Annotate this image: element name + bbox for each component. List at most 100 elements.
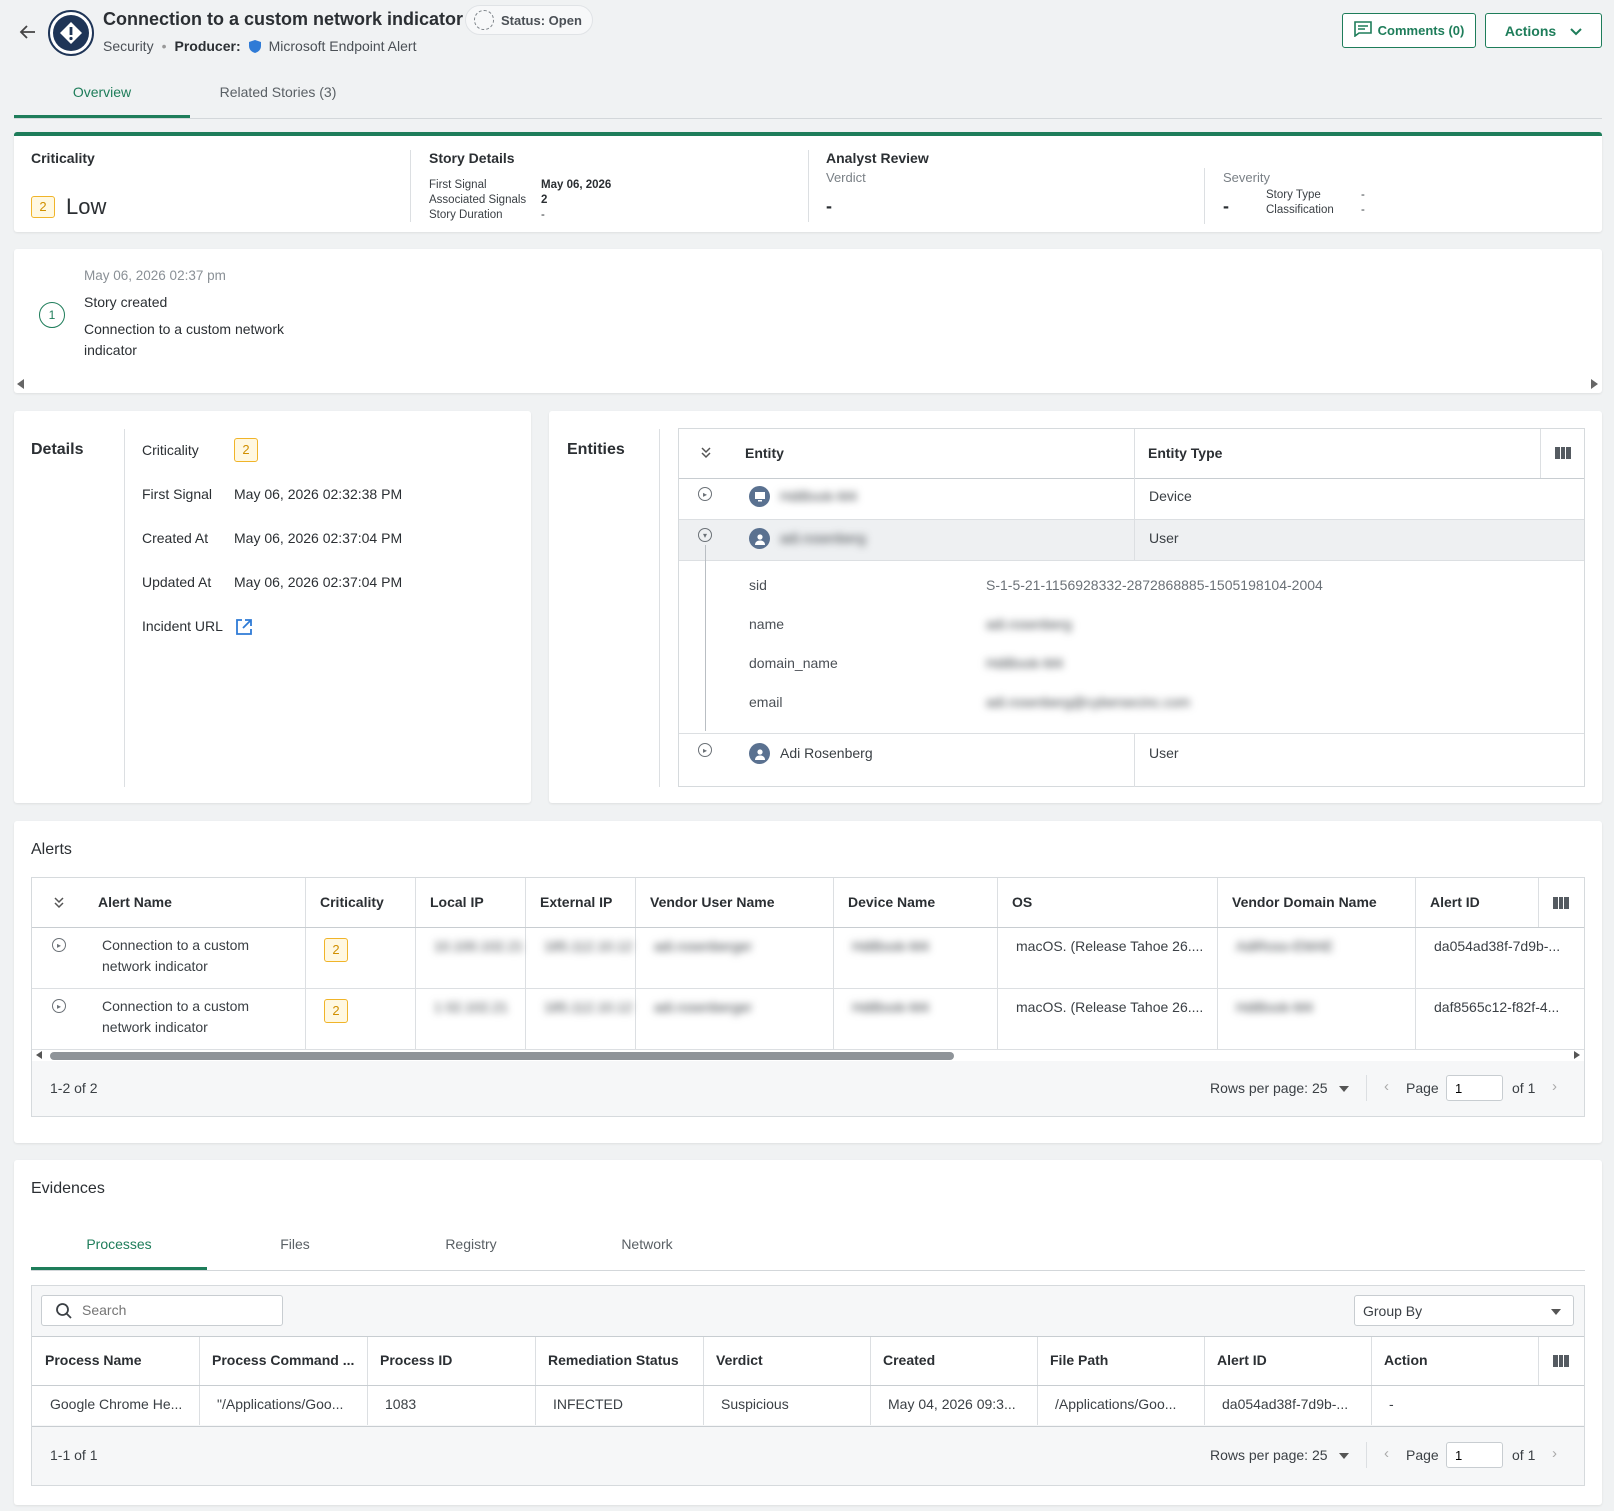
page-input[interactable]	[1446, 1075, 1503, 1101]
attr-key: domain_name	[749, 655, 838, 671]
search-box[interactable]	[41, 1295, 283, 1326]
comments-button[interactable]: Comments (0)	[1342, 13, 1476, 48]
back-arrow-icon[interactable]	[18, 22, 38, 42]
entity-type: User	[1149, 530, 1179, 546]
shield-icon	[248, 39, 261, 53]
rows-per-page[interactable]: Rows per page: 25	[1210, 1080, 1328, 1096]
evidences-table: Group By Process Name Process Command ..…	[31, 1285, 1585, 1486]
scroll-left-icon[interactable]	[17, 379, 24, 389]
os: macOS. (Release Tahoe 26....	[1016, 999, 1204, 1015]
col-divider	[703, 1337, 704, 1425]
columns-icon[interactable]	[1555, 447, 1572, 459]
col-alert-id[interactable]: Alert ID	[1430, 894, 1480, 910]
col-criticality[interactable]: Criticality	[320, 894, 384, 910]
col-os[interactable]: OS	[1012, 894, 1033, 910]
entity-type: Device	[1149, 488, 1192, 504]
device-name: HdiBook-M4	[852, 999, 930, 1015]
collapse-all-icon[interactable]	[699, 445, 713, 459]
of-pages-label: of 1	[1512, 1080, 1536, 1096]
tab-overview-indicator	[14, 115, 190, 118]
alert-name[interactable]: Connection to a custom network indicator	[102, 935, 249, 977]
tab-network[interactable]: Network	[621, 1236, 673, 1252]
next-page-icon[interactable]: ›	[1552, 1078, 1557, 1095]
tab-related-stories[interactable]: Related Stories (3)	[219, 84, 337, 100]
columns-icon[interactable]	[1553, 1355, 1570, 1367]
tab-files[interactable]: Files	[280, 1236, 310, 1252]
vendor-user-name: adi.rosenberger	[654, 938, 753, 954]
next-page-icon[interactable]: ›	[1552, 1445, 1557, 1462]
col-created[interactable]: Created	[883, 1352, 936, 1368]
col-external-ip[interactable]: External IP	[540, 894, 613, 910]
prev-page-icon[interactable]: ‹	[1384, 1078, 1389, 1095]
col-action[interactable]: Action	[1384, 1352, 1428, 1368]
col-file-path[interactable]: File Path	[1050, 1352, 1109, 1368]
criticality-badge: 2	[31, 196, 55, 218]
caret-down-icon[interactable]	[1339, 1453, 1349, 1459]
col-entity[interactable]: Entity	[745, 445, 784, 461]
group-by-select[interactable]: Group By	[1354, 1295, 1574, 1326]
search-input[interactable]	[82, 1302, 272, 1318]
created-at-label: Created At	[142, 530, 209, 546]
external-ip: 185.112.10.12	[544, 999, 632, 1015]
col-divider	[1415, 878, 1416, 1049]
col-process-command[interactable]: Process Command ...	[212, 1352, 355, 1368]
attr-key: name	[749, 616, 785, 632]
expand-row-icon[interactable]: ▸	[698, 743, 712, 757]
attr-value: adi.rosenberg@cybersecinc.com	[986, 694, 1191, 710]
page-label: Page	[1406, 1447, 1439, 1463]
col-local-ip[interactable]: Local IP	[430, 894, 484, 910]
severity-label: Severity	[1223, 170, 1270, 185]
collapse-all-icon[interactable]	[52, 895, 66, 909]
entity-type: User	[1149, 745, 1179, 761]
vendor-domain-name: AdiRoso-EMAE	[1236, 938, 1334, 954]
page-input[interactable]	[1446, 1442, 1503, 1468]
col-divider	[1217, 878, 1218, 1049]
col-verdict[interactable]: Verdict	[716, 1352, 763, 1368]
attr-value: adi.rosenberg	[986, 616, 1072, 632]
alert-name[interactable]: Connection to a custom network indicator	[102, 996, 249, 1038]
expand-row-icon[interactable]: ▸	[52, 999, 66, 1013]
alerts-table: Alert Name Criticality Local IP External…	[31, 877, 1585, 1117]
col-vendor-user-name[interactable]: Vendor User Name	[650, 894, 775, 910]
col-divider	[1134, 429, 1135, 478]
details-title: Details	[31, 441, 84, 458]
pagination-divider	[1366, 1075, 1367, 1101]
col-entity-type[interactable]: Entity Type	[1148, 445, 1223, 461]
process-name[interactable]: Google Chrome He...	[50, 1396, 183, 1412]
scroll-right-icon[interactable]	[1574, 1051, 1580, 1059]
entity-name[interactable]: adi.rosenberg	[780, 530, 866, 546]
col-alert-id[interactable]: Alert ID	[1217, 1352, 1267, 1368]
tab-overview[interactable]: Overview	[72, 84, 132, 100]
device-icon	[749, 486, 770, 507]
horizontal-scrollbar[interactable]	[50, 1052, 954, 1060]
assoc-signals-value: 2	[541, 194, 548, 206]
entities-title: Entities	[567, 441, 625, 458]
collapse-row-icon[interactable]: ▾	[698, 528, 712, 542]
col-alert-name[interactable]: Alert Name	[98, 894, 172, 910]
tab-registry[interactable]: Registry	[445, 1236, 497, 1252]
columns-icon[interactable]	[1553, 897, 1570, 909]
alert-id: da054ad38f-7d9b-...	[1222, 1396, 1349, 1412]
expand-row-icon[interactable]: ▸	[698, 487, 712, 501]
tab-processes[interactable]: Processes	[86, 1236, 152, 1252]
external-link-icon[interactable]	[235, 618, 253, 636]
tabs-divider	[14, 118, 1602, 119]
col-process-id[interactable]: Process ID	[380, 1352, 453, 1368]
caret-down-icon[interactable]	[1339, 1086, 1349, 1092]
expand-row-icon[interactable]: ▸	[52, 938, 66, 952]
prev-page-icon[interactable]: ‹	[1384, 1445, 1389, 1462]
col-divider	[1204, 1337, 1205, 1425]
col-remediation-status[interactable]: Remediation Status	[548, 1352, 679, 1368]
row-divider	[32, 1049, 1584, 1050]
col-process-name[interactable]: Process Name	[45, 1352, 142, 1368]
entity-name[interactable]: Adi Rosenberg	[780, 745, 873, 761]
expand-tree-line	[705, 545, 706, 731]
entity-name[interactable]: HdiBook-M4	[780, 488, 858, 504]
story-duration-value: -	[541, 209, 545, 221]
scroll-right-icon[interactable]	[1591, 379, 1598, 389]
actions-button[interactable]: Actions	[1485, 13, 1602, 48]
scroll-left-icon[interactable]	[36, 1051, 42, 1059]
col-vendor-domain-name[interactable]: Vendor Domain Name	[1232, 894, 1377, 910]
col-device-name[interactable]: Device Name	[848, 894, 936, 910]
rows-per-page[interactable]: Rows per page: 25	[1210, 1447, 1328, 1463]
